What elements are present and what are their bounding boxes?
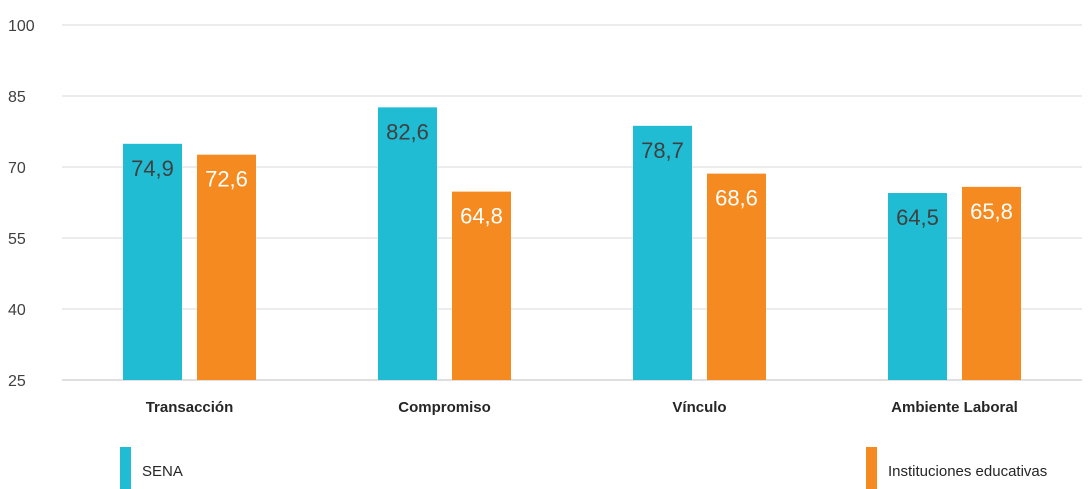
x-category-label: Vínculo (672, 399, 726, 416)
x-category-label: Compromiso (398, 399, 491, 416)
y-axis-ticks: 25 40 55 70 85 100 (8, 18, 35, 390)
y-tick-label: 25 (8, 373, 26, 390)
bars: 74,9 72,6 82,6 64,8 78,7 68,6 64,5 65,8 (123, 107, 1021, 381)
data-label: 82,6 (386, 119, 429, 144)
x-category-label: Ambiente Laboral (891, 399, 1018, 416)
data-label: 68,6 (715, 186, 758, 211)
data-label: 74,9 (131, 156, 174, 181)
bar-sena (633, 125, 692, 380)
bar-sena (123, 143, 182, 380)
bar-instituciones (197, 154, 256, 380)
legend-label: Instituciones educativas (888, 463, 1047, 480)
y-tick-label: 40 (8, 302, 26, 319)
data-label: 78,7 (641, 138, 684, 163)
bar-instituciones (962, 186, 1021, 380)
x-category-label: Transacción (146, 399, 234, 416)
data-label: 72,6 (205, 167, 248, 192)
bar-instituciones (707, 173, 766, 380)
legend: SENA Instituciones educativas (120, 447, 1047, 489)
bar-sena (378, 107, 437, 381)
bar-sena (888, 193, 947, 380)
legend-label: SENA (142, 463, 183, 480)
y-tick-label: 70 (8, 160, 26, 177)
legend-swatch (120, 447, 131, 489)
y-tick-label: 85 (8, 89, 26, 106)
bar-instituciones (452, 191, 511, 380)
x-axis-categories: Transacción Compromiso Vínculo Ambiente Lab… (146, 399, 1018, 416)
data-label: 64,5 (896, 205, 939, 230)
legend-swatch (866, 447, 877, 489)
y-tick-label: 100 (8, 18, 35, 35)
y-tick-label: 55 (8, 231, 26, 248)
data-label: 64,8 (460, 204, 503, 229)
data-label: 65,8 (970, 199, 1013, 224)
